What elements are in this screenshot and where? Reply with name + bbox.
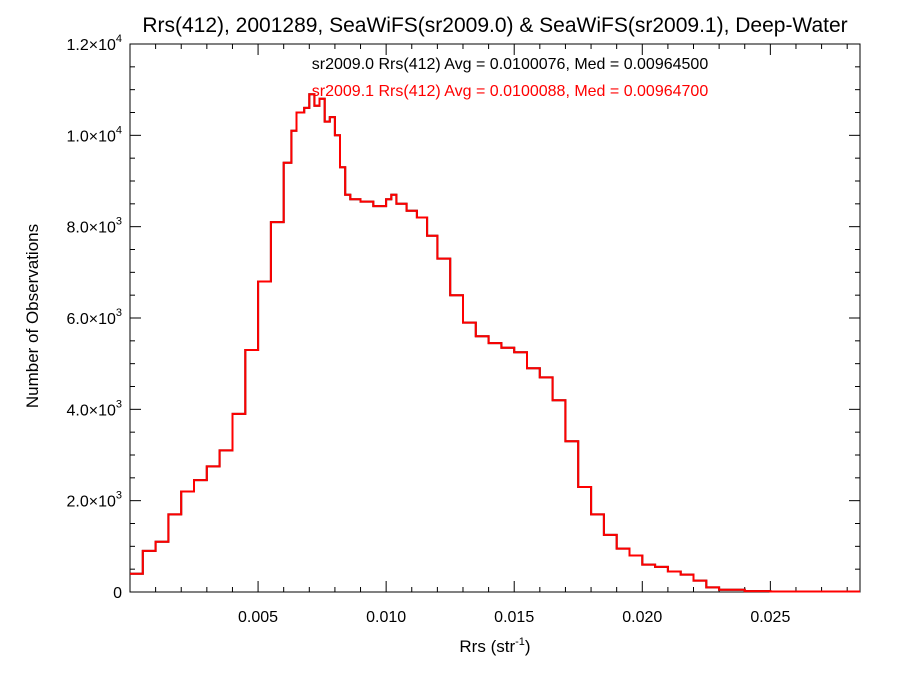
annotation-sr2009-1: sr2009.1 Rrs(412) Avg = 0.0100088, Med =…: [312, 83, 709, 100]
x-axis-label: Rrs (str-1): [459, 636, 530, 656]
annotation-sr2009-0: sr2009.0 Rrs(412) Avg = 0.0100076, Med =…: [312, 56, 709, 73]
y-tick-mantissa: 0: [113, 585, 122, 602]
y-tick-label: 0: [113, 585, 122, 602]
y-tick-mantissa: 8.0×10: [66, 220, 115, 237]
x-tick-label: 0.010: [366, 609, 406, 626]
y-tick-mantissa: 2.0×10: [66, 494, 115, 511]
x-axis-label-main: Rrs (str: [459, 637, 515, 656]
x-tick-label: 0.005: [238, 609, 278, 626]
plot-frame: [129, 43, 861, 593]
y-tick-mantissa: 1.2×10: [66, 37, 115, 54]
y-tick-label: 4.0×103: [66, 398, 122, 419]
x-axis-label-end: ): [525, 637, 531, 656]
y-tick-exponent: 3: [116, 490, 122, 502]
x-tick-label: 0.020: [622, 609, 662, 626]
series-line-1: [130, 93, 860, 593]
y-tick-exponent: 4: [116, 124, 122, 136]
y-tick-label: 1.0×104: [66, 124, 122, 145]
y-tick-label: 6.0×103: [66, 307, 122, 328]
y-tick-exponent: 4: [116, 33, 122, 45]
y-axis-label: Number of Observations: [23, 224, 42, 408]
y-tick-mantissa: 4.0×10: [66, 402, 115, 419]
y-tick-mantissa: 6.0×10: [66, 311, 115, 328]
chart-title: Rrs(412), 2001289, SeaWiFS(sr2009.0) & S…: [142, 14, 847, 37]
series-layer: [130, 93, 860, 593]
x-tick-label: 0.025: [750, 609, 790, 626]
y-axis: 02.0×1034.0×1036.0×1038.0×1031.0×1041.2×…: [66, 33, 860, 602]
y-tick-mantissa: 1.0×10: [66, 128, 115, 145]
x-axis-label-superscript: -1: [515, 636, 525, 648]
y-tick-exponent: 3: [116, 307, 122, 319]
y-tick-exponent: 3: [116, 398, 122, 410]
y-tick-label: 1.2×104: [66, 33, 122, 54]
y-tick-label: 2.0×103: [66, 490, 122, 511]
x-tick-label: 0.015: [494, 609, 534, 626]
y-tick-exponent: 3: [116, 216, 122, 228]
x-axis: 0.005 0.010 0.015 0.020 0.025: [155, 44, 848, 626]
y-tick-label: 8.0×103: [66, 216, 122, 237]
